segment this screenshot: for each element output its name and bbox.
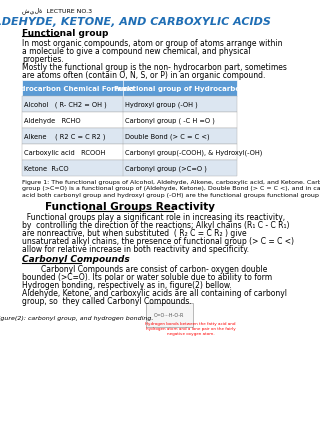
Text: a molecule to give a compound new chemical, and physical: a molecule to give a compound new chemic… <box>22 47 251 56</box>
Text: group, so  they called Carbonyl Compounds.: group, so they called Carbonyl Compounds… <box>22 297 192 306</box>
Text: Figure(2): carbonyl group, and hydrogen bonding.: Figure(2): carbonyl group, and hydrogen … <box>0 316 153 321</box>
Text: group (>C=O) is a functional group of (Aldehyde, Ketone), Double Bond (> C = C <: group (>C=O) is a functional group of (A… <box>22 186 320 191</box>
FancyBboxPatch shape <box>22 129 237 145</box>
Text: acid both carbonyl group and hydroxyl group (-OH) are the functional groups func: acid both carbonyl group and hydroxyl gr… <box>22 193 319 198</box>
Text: are atoms often (contain O, N, S, or P) in an organic compound.: are atoms often (contain O, N, S, or P) … <box>22 71 265 80</box>
Text: Alkene    ( R2 C = C R2 ): Alkene ( R2 C = C R2 ) <box>24 133 106 140</box>
FancyBboxPatch shape <box>22 161 237 177</box>
Text: Carboxylic acid   RCOOH: Carboxylic acid RCOOH <box>24 150 105 155</box>
Text: Functional group of Hydrocarbon: Functional group of Hydrocarbon <box>114 86 245 92</box>
Text: Ketone  R₂CO: Ketone R₂CO <box>24 166 68 172</box>
Text: Carbonyl group(-COOH), & Hydroxyl(-OH): Carbonyl group(-COOH), & Hydroxyl(-OH) <box>125 150 262 156</box>
Text: ALDEHYDE, KETONE, AND CARBOXYLIC ACIDS: ALDEHYDE, KETONE, AND CARBOXYLIC ACIDS <box>0 17 272 27</box>
Text: Double Bond (> C = C <): Double Bond (> C = C <) <box>125 133 209 140</box>
Text: Aldehyde   RCHO: Aldehyde RCHO <box>24 118 81 124</box>
FancyBboxPatch shape <box>146 303 193 327</box>
Text: شيلة  LECTURE NO.3: شيلة LECTURE NO.3 <box>22 7 92 14</box>
Text: Hydrogen bonding, respectively as in, figure(2) bellow.: Hydrogen bonding, respectively as in, fi… <box>22 281 232 290</box>
FancyBboxPatch shape <box>22 97 237 113</box>
Text: C=O···H-O-R: C=O···H-O-R <box>154 312 184 317</box>
Text: Functional Groups Reactivity: Functional Groups Reactivity <box>44 202 215 212</box>
Text: allow for relative increase in both reactivity and specificity.: allow for relative increase in both reac… <box>22 245 249 254</box>
Text: unsaturated alkyl chains, the presence of functional group (> C = C <): unsaturated alkyl chains, the presence o… <box>22 237 294 246</box>
Text: properties.: properties. <box>22 55 64 64</box>
Text: In most organic compounds, atom or group of atoms arrange within: In most organic compounds, atom or group… <box>22 39 283 48</box>
Text: by  controlling the direction of the reactions; Alkyl chains (R₁ C - C R₁): by controlling the direction of the reac… <box>22 221 289 230</box>
Text: Functional groups play a significant role in increasing its reactivity,: Functional groups play a significant rol… <box>22 213 285 222</box>
Text: Carbonyl group ( -C H =O ): Carbonyl group ( -C H =O ) <box>125 118 215 124</box>
Text: Carbonyl group (>C=O ): Carbonyl group (>C=O ) <box>125 165 207 172</box>
Text: Mostly the functional group is the non- hydrocarbon part, sometimes: Mostly the functional group is the non- … <box>22 63 287 72</box>
FancyBboxPatch shape <box>22 145 237 161</box>
FancyBboxPatch shape <box>22 81 237 97</box>
Text: Functional group: Functional group <box>22 29 108 38</box>
Text: Aldehyde, Ketone, and carboxylic acids are all containing of carbonyl: Aldehyde, Ketone, and carboxylic acids a… <box>22 289 287 298</box>
Text: Carbonyl Compounds are consist of carbon- oxygen double: Carbonyl Compounds are consist of carbon… <box>22 265 267 274</box>
Text: bounded (>C=O). Its polar or water soluble due to ability to form: bounded (>C=O). Its polar or water solub… <box>22 273 272 282</box>
Text: Carbonyl Compounds: Carbonyl Compounds <box>22 255 130 264</box>
Text: Hydroxyl group (-OH ): Hydroxyl group (-OH ) <box>125 101 197 108</box>
Text: Hydrogen bonds between the fatty acid and
hydrogen atom and a lone pair on the f: Hydrogen bonds between the fatty acid an… <box>146 322 236 335</box>
Text: Alcohol   ( R- CH2 = OH ): Alcohol ( R- CH2 = OH ) <box>24 101 107 108</box>
Text: are nonreactive, but when substituted  ( R₂ C = C R₂ ) give: are nonreactive, but when substituted ( … <box>22 229 246 238</box>
FancyBboxPatch shape <box>22 113 237 129</box>
Text: Hydrocarbon Chemical Formula: Hydrocarbon Chemical Formula <box>10 86 134 92</box>
Text: Figure 1: The functional groups of Alcohol, Aldehyde, Alkene, carboxylic acid, a: Figure 1: The functional groups of Alcoh… <box>22 180 320 184</box>
